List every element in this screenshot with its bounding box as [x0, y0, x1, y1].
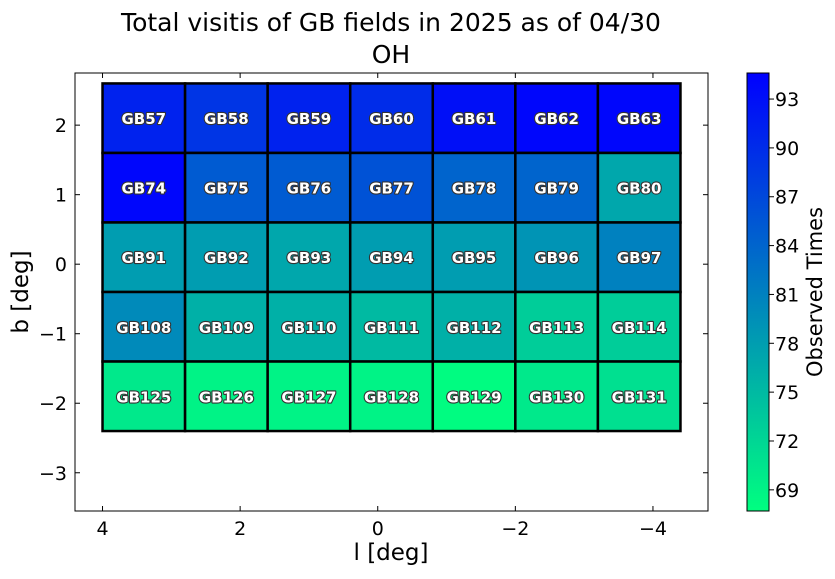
heatmap-cell-gb93 [266, 221, 352, 294]
heatmap-cell-gb109 [183, 290, 269, 363]
y-tick-label: −2 [39, 393, 67, 415]
heatmap-cell-gb80 [596, 151, 682, 224]
field-label-gb126: GB126 [199, 388, 254, 406]
heatmap-cell-gb78 [431, 151, 517, 224]
colorbar-tick-label: 93 [775, 89, 799, 111]
heatmap-cell-gb130 [514, 360, 600, 433]
heatmap-cell-gb127 [266, 360, 352, 433]
field-label-gb60: GB60 [369, 110, 414, 128]
heatmap-cell-gb97 [596, 221, 682, 294]
field-label-gb114: GB114 [612, 319, 667, 337]
field-label-gb57: GB57 [121, 110, 166, 128]
field-label-gb127: GB127 [281, 388, 336, 406]
y-axis: 2 1 0 −1 −2 −3 [39, 115, 708, 485]
heatmap-cell-gb92 [183, 221, 269, 294]
field-label-gb111: GB111 [364, 319, 419, 337]
heatmap-cell-gb96 [514, 221, 600, 294]
colorbar-tick-label: 69 [775, 480, 799, 502]
colorbar-tick-label: 84 [775, 236, 799, 258]
field-label-gb96: GB96 [534, 249, 579, 267]
colorbar-tick-label: 81 [775, 284, 799, 306]
x-tick-label: −2 [501, 518, 529, 540]
field-label-gb79: GB79 [534, 180, 579, 198]
heatmap-cells [101, 82, 682, 433]
field-label-gb128: GB128 [364, 388, 419, 406]
field-label-gb58: GB58 [204, 110, 249, 128]
heatmap-cell-gb74 [101, 151, 187, 224]
field-label-gb76: GB76 [287, 180, 332, 198]
colorbar-ticks: 69 72 75 78 81 84 87 90 93 [769, 89, 799, 502]
field-label-gb74: GB74 [121, 180, 166, 198]
y-tick-label: 2 [55, 115, 67, 137]
y-tick-label: 0 [55, 254, 67, 276]
colorbar-tick-label: 75 [775, 382, 799, 404]
field-label-gb78: GB78 [452, 180, 497, 198]
field-label-gb109: GB109 [199, 319, 254, 337]
y-axis-label: b [deg] [8, 250, 34, 333]
field-label-gb110: GB110 [281, 319, 336, 337]
colorbar-label: Observed Times [803, 207, 827, 377]
colorbar-tick-label: 78 [775, 333, 799, 355]
field-label-gb131: GB131 [612, 388, 667, 406]
colorbar-tick-label: 87 [775, 187, 799, 209]
heatmap-cell-gb62 [514, 82, 600, 155]
field-label-gb125: GB125 [116, 388, 171, 406]
field-labels: GB57 GB58 GB59 GB60 GB61 GB62 GB63 GB74 GB75 GB76… [115, 109, 668, 407]
field-label-gb63: GB63 [617, 110, 662, 128]
x-axis: 4 2 0 −2 −4 [96, 73, 667, 540]
field-label-gb97: GB97 [617, 249, 662, 267]
x-tick-label: 4 [96, 518, 108, 540]
field-label-gb75: GB75 [204, 180, 249, 198]
heatmap-cell-gb76 [266, 151, 352, 224]
x-axis-label: l [deg] [354, 540, 429, 566]
field-label-gb129: GB129 [447, 388, 502, 406]
field-label-gb130: GB130 [529, 388, 584, 406]
field-label-gb108: GB108 [116, 319, 171, 337]
field-label-gb77: GB77 [369, 180, 414, 198]
field-label-gb112: GB112 [447, 319, 502, 337]
heatmap-cell-gb125 [101, 360, 187, 433]
x-tick-label: −4 [639, 518, 667, 540]
heatmap-cell-gb108 [101, 290, 187, 363]
heatmap-cell-gb131 [596, 360, 682, 433]
heatmap-cell-gb95 [431, 221, 517, 294]
field-label-gb61: GB61 [452, 110, 497, 128]
field-label-gb93: GB93 [287, 249, 332, 267]
colorbar-tick-label: 72 [775, 431, 799, 453]
heatmap-cell-gb57 [101, 82, 187, 155]
field-label-gb94: GB94 [369, 249, 414, 267]
x-tick-label: 2 [234, 518, 246, 540]
field-label-gb95: GB95 [452, 249, 497, 267]
y-tick-label: −1 [39, 324, 67, 346]
field-label-gb62: GB62 [534, 110, 579, 128]
heatmap-cell-gb113 [514, 290, 600, 363]
field-label-gb59: GB59 [287, 110, 332, 128]
x-tick-label: 0 [372, 518, 384, 540]
field-label-gb113: GB113 [529, 319, 584, 337]
y-tick-label: −3 [39, 463, 67, 485]
chart-title: Total visitis of GB fields in 2025 as of… [120, 8, 661, 37]
field-label-gb92: GB92 [204, 249, 249, 267]
field-label-gb91: GB91 [121, 249, 166, 267]
field-label-gb80: GB80 [617, 180, 662, 198]
chart-subtitle: OH [372, 40, 410, 69]
colorbar-tick-label: 90 [775, 138, 799, 160]
colorbar [746, 72, 770, 512]
y-tick-label: 1 [55, 185, 67, 207]
plot-frame [74, 72, 709, 512]
